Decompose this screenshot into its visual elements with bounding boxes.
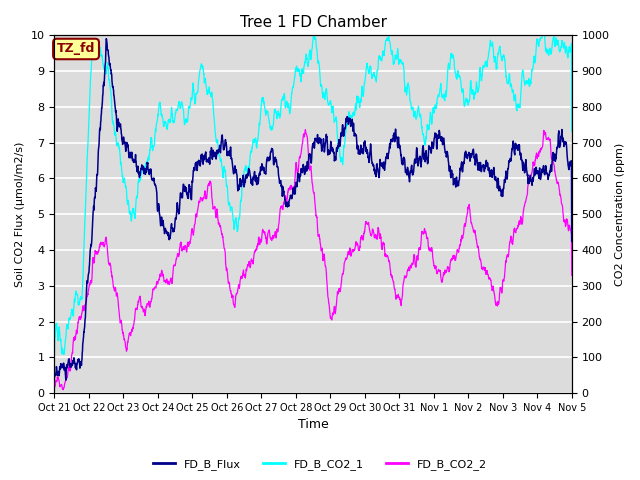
- Y-axis label: Soil CO2 Flux (μmol/m2/s): Soil CO2 Flux (μmol/m2/s): [15, 142, 25, 287]
- X-axis label: Time: Time: [298, 419, 328, 432]
- Legend: FD_B_Flux, FD_B_CO2_1, FD_B_CO2_2: FD_B_Flux, FD_B_CO2_1, FD_B_CO2_2: [148, 455, 492, 474]
- Text: TZ_fd: TZ_fd: [57, 43, 95, 56]
- Y-axis label: CO2 Concentration (ppm): CO2 Concentration (ppm): [615, 143, 625, 286]
- Title: Tree 1 FD Chamber: Tree 1 FD Chamber: [239, 15, 387, 30]
